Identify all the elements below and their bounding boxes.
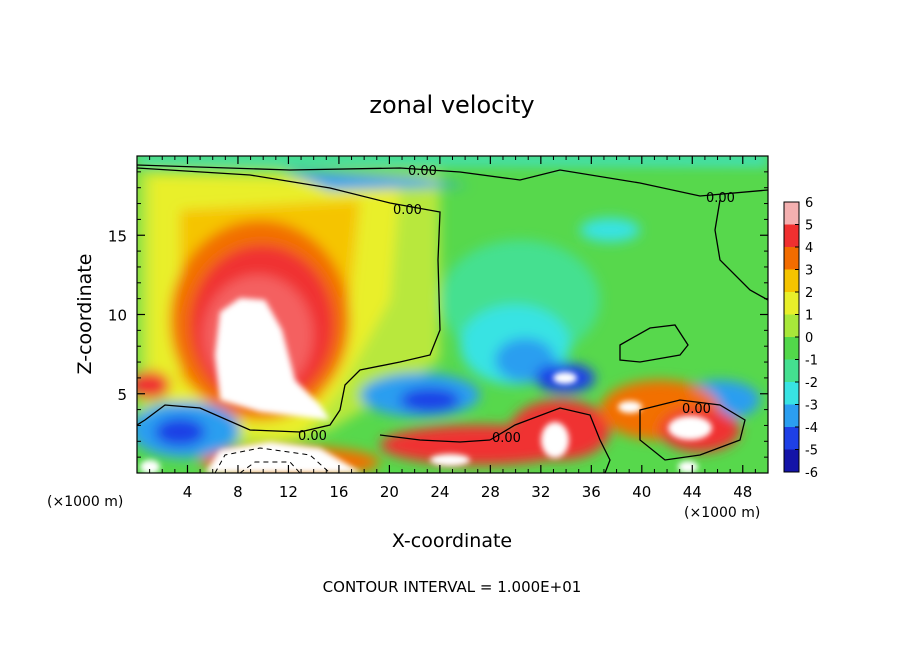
- colorbar-swatch: [784, 224, 799, 248]
- colorbar-swatch: [784, 382, 799, 405]
- colorbar-swatch: [784, 314, 799, 338]
- contour-label: 0.00: [393, 203, 422, 218]
- contour-lines: [137, 164, 768, 473]
- x-tick-label: 44: [683, 483, 702, 501]
- colorbar-swatch: [784, 404, 799, 428]
- x-tick-label: 28: [481, 483, 500, 501]
- contour-label-group: 0.00 0.00 0.00 0.00 0.00 0.00: [298, 164, 735, 446]
- y-tick-label: 15: [108, 227, 127, 245]
- x-tick-label: 36: [582, 483, 601, 501]
- colorbar-swatch: [784, 449, 799, 473]
- x-units-left: (×1000 m): [47, 494, 123, 510]
- colorbar-label: -5: [805, 444, 818, 459]
- colorbar-label: -4: [805, 421, 818, 436]
- colorbar-swatch: [784, 269, 799, 293]
- colorbar-label: 3: [805, 264, 813, 279]
- x-tick-label: 40: [632, 483, 651, 501]
- y-axis: 5 10 15: [108, 171, 768, 458]
- contour-interval-note: CONTOUR INTERVAL = 1.000E+01: [323, 578, 582, 596]
- colorbar-swatch: [784, 337, 799, 360]
- colorbar-label: 1: [805, 309, 813, 324]
- colorbar-swatch: [784, 292, 799, 315]
- colorbar-swatch: [784, 427, 799, 450]
- colorbar: 6 5 4 3 2 1 0 -1 -2 -3 -4 -5 -6: [783, 196, 818, 481]
- colorbar-label: 0: [805, 331, 813, 346]
- contour-label: 0.00: [298, 429, 327, 444]
- heatmap-field: 0.00 0.00 0.00 0.00 0.00 0.00: [137, 156, 768, 473]
- colorbar-label: -6: [805, 466, 818, 481]
- x-tick-label: 48: [733, 483, 752, 501]
- colorbar-label: 4: [805, 241, 813, 256]
- colorbar-label: 6: [805, 196, 813, 211]
- negative-contours: [214, 447, 331, 473]
- colorbar-swatch: [784, 247, 799, 270]
- x-tick-label: 20: [380, 483, 399, 501]
- field-saturated: [140, 298, 712, 473]
- colorbar-swatch: [784, 359, 799, 383]
- x-axis: 4 8 12 16 20 24 28 32 36 40 44 48: [149, 156, 756, 501]
- colorbar-label: -1: [805, 354, 818, 369]
- x-tick-label: 12: [279, 483, 298, 501]
- x-units-right: (×1000 m): [684, 505, 760, 521]
- colorbar-label: -3: [805, 399, 818, 414]
- y-axis-title: Z-coordinate: [74, 254, 96, 375]
- x-axis-title: X-coordinate: [392, 530, 512, 552]
- colorbar-swatch: [784, 202, 799, 225]
- x-tick-label: 8: [233, 483, 243, 501]
- colorbar-label: 2: [805, 286, 813, 301]
- x-tick-label: 32: [531, 483, 550, 501]
- y-tick-label: 10: [108, 307, 127, 325]
- contour-label: 0.00: [706, 191, 735, 206]
- contour-label: 0.00: [408, 164, 437, 179]
- y-tick-label: 5: [117, 386, 127, 404]
- x-tick-label: 4: [183, 483, 193, 501]
- colorbar-label: 5: [805, 219, 813, 234]
- contour-label: 0.00: [492, 431, 521, 446]
- chart-title: zonal velocity: [369, 91, 534, 119]
- x-tick-label: 16: [329, 483, 348, 501]
- contour-label: 0.00: [682, 402, 711, 417]
- x-tick-label: 24: [430, 483, 449, 501]
- colorbar-label: -2: [805, 376, 818, 391]
